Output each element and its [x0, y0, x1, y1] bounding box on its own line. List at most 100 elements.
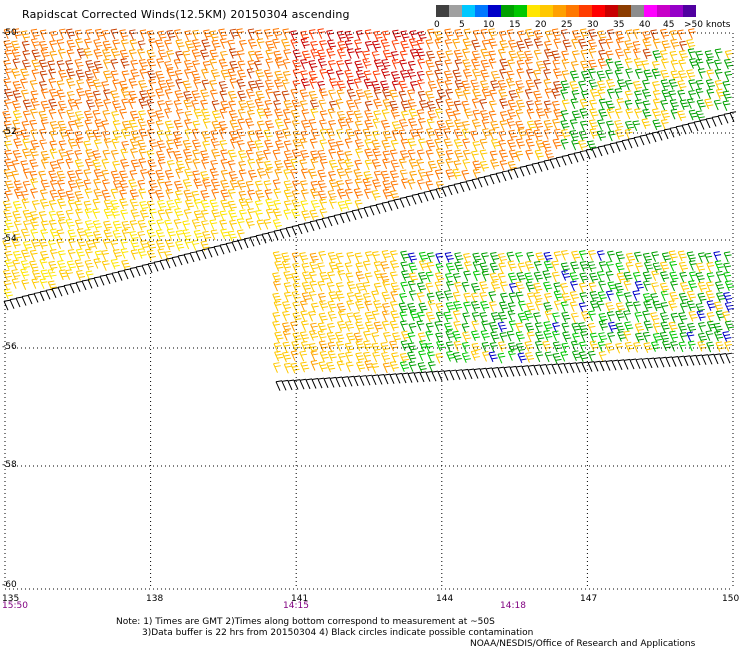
wind-barb [381, 310, 390, 322]
wind-barb [461, 281, 470, 293]
wind-barb [562, 39, 572, 51]
wind-barb [31, 59, 41, 70]
wind-barb [129, 110, 140, 122]
wind-barb [569, 129, 579, 141]
wind-barb [615, 322, 625, 334]
wind-barb [569, 70, 580, 82]
wind-barb [308, 168, 318, 180]
wind-barb [461, 368, 469, 380]
wind-barb [580, 49, 589, 61]
wind-barb [436, 89, 446, 100]
wind-barb [515, 109, 524, 120]
wind-barb [570, 280, 578, 292]
wind-barb [209, 49, 219, 61]
wind-barb [155, 88, 165, 99]
wind-barb [13, 128, 23, 139]
wind-barb [497, 48, 506, 60]
wind-barb [67, 199, 76, 211]
wind-barb [308, 310, 316, 322]
wind-barb [552, 341, 562, 353]
wind-barb [48, 68, 57, 80]
wind-barb [536, 60, 546, 72]
wind-barb [344, 179, 353, 190]
wind-barb [597, 291, 607, 302]
wind-barb [621, 139, 629, 150]
wind-barb [4, 149, 13, 161]
wind-barb [300, 189, 309, 200]
wind-barb [490, 80, 500, 91]
colorbar-label: 10 [483, 20, 495, 30]
wind-barb [256, 38, 265, 49]
wind-barb [472, 68, 482, 80]
wind-barb [287, 379, 295, 391]
wind-barb [153, 260, 161, 272]
wind-barb [57, 48, 66, 60]
wind-barb [75, 138, 84, 149]
wind-barb [11, 100, 22, 111]
wind-barb [112, 79, 120, 90]
wind-barb [472, 29, 481, 41]
wind-barb [120, 39, 129, 50]
wind-barb [49, 40, 57, 51]
wind-barb [319, 350, 329, 362]
wind-barb [560, 350, 569, 362]
wind-barb [337, 158, 346, 170]
wind-barb [497, 321, 507, 333]
wind-barb [65, 190, 75, 202]
wind-barb [418, 302, 428, 314]
wind-barb [364, 109, 374, 121]
wind-barb [29, 170, 38, 182]
wind-barb [155, 239, 165, 251]
wind-barb [382, 302, 390, 314]
wind-barb [174, 180, 184, 192]
wind-barb [364, 321, 375, 333]
wind-barb [112, 160, 120, 172]
wind-barb [632, 301, 641, 312]
wind-barb [459, 181, 467, 193]
wind-barb [354, 39, 362, 50]
wind-barb [391, 129, 400, 141]
wind-barb [283, 140, 292, 152]
wind-barb [515, 150, 524, 162]
wind-barb [632, 40, 641, 52]
wind-barb [247, 130, 256, 142]
wind-barb [85, 59, 95, 71]
wind-barb [128, 49, 137, 60]
wind-barb [481, 320, 490, 332]
wind-barb [453, 300, 463, 312]
wind-barb [282, 351, 292, 363]
colorbar-label: 25 [561, 20, 573, 30]
wind-barb [408, 361, 417, 372]
wind-barb [110, 90, 120, 101]
wind-barb [533, 90, 543, 102]
wind-barb [425, 271, 434, 283]
wind-barb [39, 189, 48, 200]
wind-barb [607, 332, 615, 343]
wind-barb [13, 188, 24, 200]
wind-barb [705, 330, 714, 341]
wind-barb [443, 369, 451, 381]
wind-barb [327, 310, 337, 322]
wind-barb [93, 178, 102, 190]
colorbar-swatch [605, 5, 618, 17]
wind-barb [155, 39, 165, 51]
wind-barb [416, 292, 425, 303]
wind-barb [15, 296, 23, 308]
wind-barb [155, 169, 165, 181]
wind-barb [480, 48, 490, 60]
wind-barb [227, 160, 236, 171]
wind-barb [524, 310, 534, 321]
wind-barb [101, 158, 110, 170]
wind-barb [462, 138, 471, 150]
wind-barb [20, 68, 30, 79]
wind-barb [373, 321, 383, 333]
wind-barb [310, 302, 319, 314]
wind-barb [470, 130, 479, 142]
wind-barb [435, 302, 444, 314]
wind-barb [722, 311, 730, 322]
wind-barb [508, 129, 518, 141]
wind-barb [642, 48, 652, 60]
wind-barb [13, 138, 23, 149]
wind-barb [147, 128, 155, 140]
wind-barb [121, 128, 131, 140]
